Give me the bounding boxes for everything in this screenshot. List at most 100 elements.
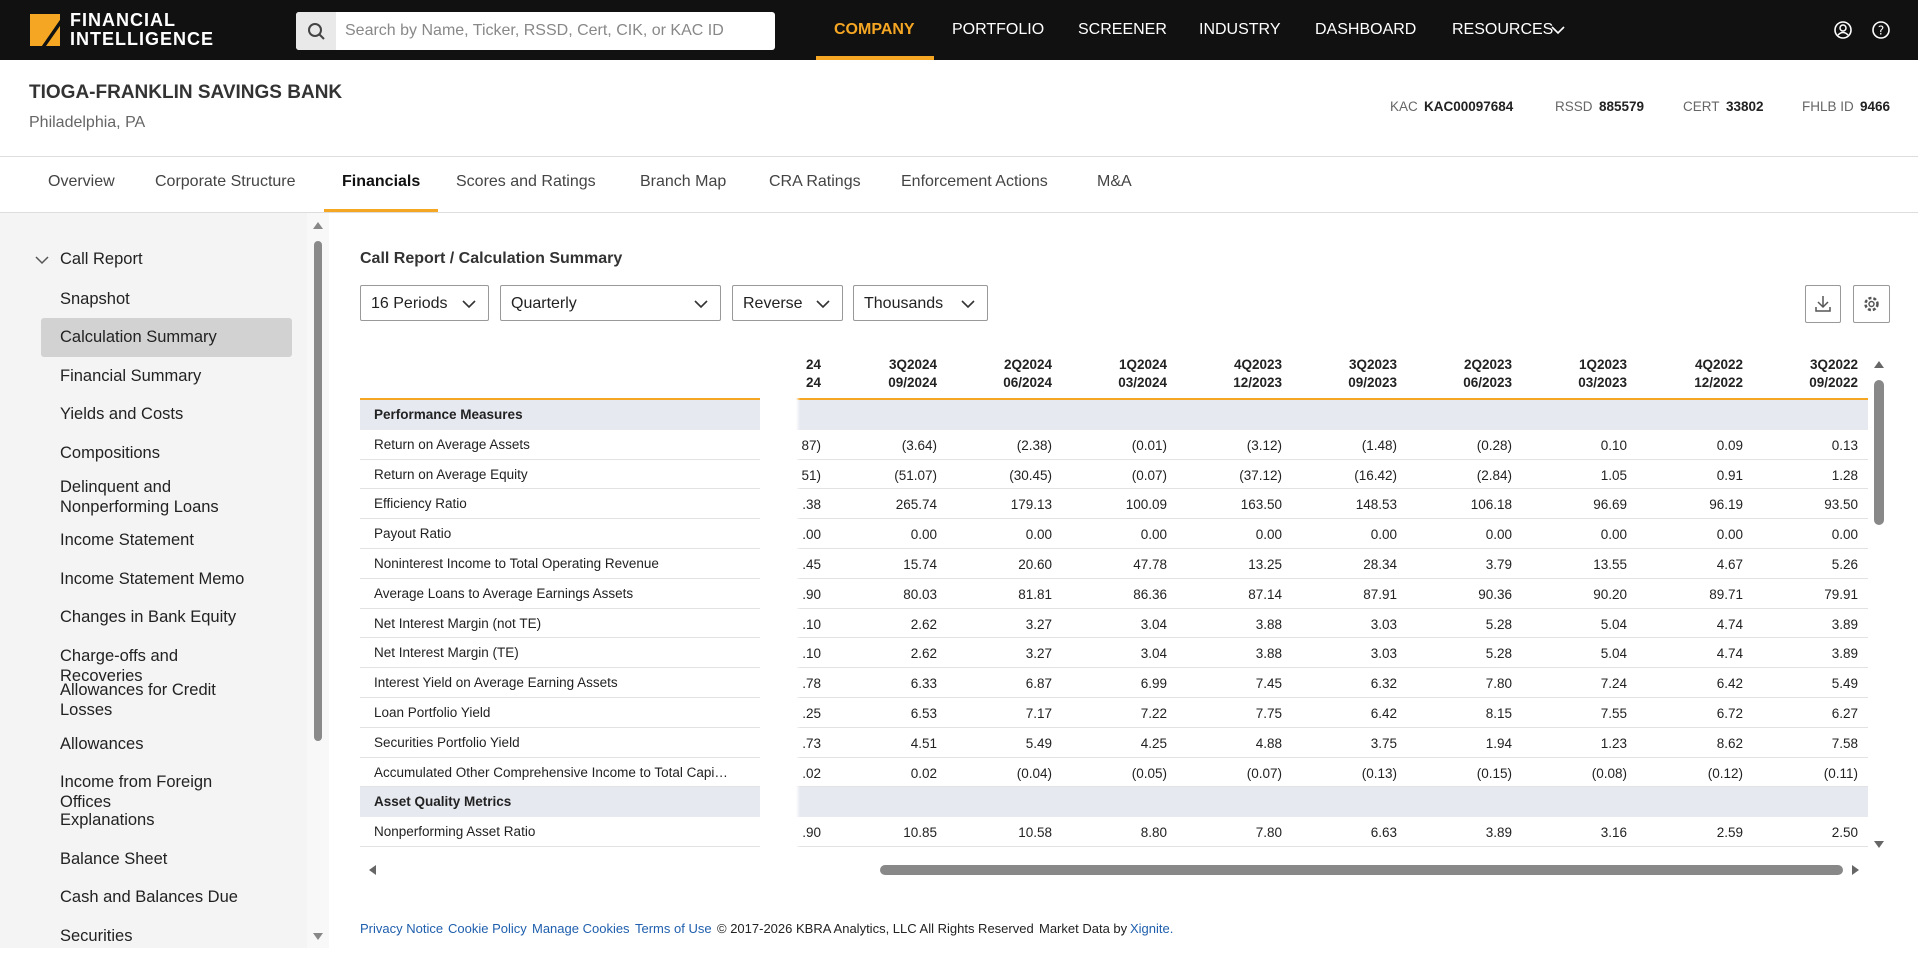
cell: .78 [802,676,821,692]
section-row [360,400,1868,430]
footer-link[interactable]: Manage Cookies [532,921,630,936]
nav-item[interactable]: SCREENER [1078,21,1167,38]
section-title: Asset Quality Metrics [374,794,512,810]
column-date: 09/2022 [1809,375,1858,390]
cell: 163.50 [1240,497,1282,513]
row-label: Average Loans to Average Earnings Assets [374,585,634,601]
cell: (0.15) [1476,765,1512,781]
dropdown[interactable]: Quarterly [500,285,721,321]
search-icon-box [296,12,336,50]
tab[interactable]: Financials [342,173,421,190]
tab[interactable]: Scores and Ratings [456,173,596,190]
footer-link[interactable]: Terms of Use [635,921,712,936]
sidebar-item[interactable]: Financial Summary [60,367,202,385]
cell: 0.10 [1600,437,1627,453]
cell: 0.00 [1485,527,1512,543]
cell: 4.74 [1716,616,1743,632]
sidebar-item[interactable]: Charge-offs and Recoveries [60,647,179,685]
cell: 1.94 [1485,735,1512,751]
dropdown[interactable]: Thousands [853,285,988,321]
sidebar-group[interactable]: Call Report [60,250,143,268]
logo-mark [30,14,60,46]
sidebar-item[interactable]: Cash and Balances Due [60,888,238,906]
sidebar-item[interactable]: Snapshot [60,290,130,308]
sidebar-item[interactable]: Income Statement Memo [60,570,245,588]
column-period: 24 [805,357,821,372]
settings-button[interactable] [1853,285,1890,323]
dropdown[interactable]: Reverse [732,285,843,321]
nav-item[interactable]: INDUSTRY [1199,21,1281,38]
sidebar-item[interactable]: Yields and Costs [60,405,184,423]
search-box[interactable]: Search by Name, Ticker, RSSD, Cert, CIK,… [296,12,775,50]
cell: 4.51 [910,735,937,751]
id-value: KAC00097684 [1424,99,1514,114]
sidebar-item[interactable]: Income Statement [60,531,194,549]
search-icon [308,23,325,40]
dropdown[interactable]: 16 Periods [360,285,489,321]
sidebar-item[interactable]: Delinquent and Nonperforming Loans [60,478,219,516]
sidebar-item[interactable]: Balance Sheet [60,850,168,868]
cell: 100.09 [1125,497,1167,513]
sidebar-item[interactable]: Allowances [60,735,144,753]
tab[interactable]: Branch Map [640,173,727,190]
nav-item[interactable]: COMPANY [834,21,915,38]
cell: 148.53 [1355,497,1397,513]
cell: (0.05) [1131,765,1167,781]
column-mask [760,352,800,862]
sidebar-item[interactable]: Explanations [60,811,155,829]
tab[interactable]: Overview [48,173,115,190]
cell: 2.62 [910,616,937,632]
logo-text: FINANCIAL INTELLIGENCE [70,11,214,49]
cell: 96.19 [1709,497,1743,513]
cell: 5.49 [1831,676,1858,692]
sidebar-item[interactable]: Changes in Bank Equity [60,608,237,626]
cell: (0.11) [1823,765,1858,781]
provider-link[interactable]: Xignite. [1130,921,1174,936]
row-line [360,756,1868,758]
cell: 0.91 [1716,467,1743,483]
nav-item[interactable]: DASHBOARD [1315,21,1417,38]
collapse-icon[interactable] [34,253,50,267]
tab[interactable]: CRA Ratings [769,173,861,190]
cell: 7.75 [1255,706,1282,721]
nav-item[interactable]: PORTFOLIO [952,21,1045,38]
cell: 0.00 [1140,527,1167,543]
cell: 6.27 [1831,706,1858,721]
download-icon [1815,296,1831,312]
svg-text:?: ? [1878,24,1884,38]
sidebar-item[interactable]: Compositions [60,444,160,462]
cell: 7.24 [1600,676,1627,692]
column-period: 1Q2023 [1578,357,1627,372]
column-date: 24 [805,375,821,390]
tab-bar [0,156,1918,213]
top-bar: FINANCIAL INTELLIGENCE Search by Name, T… [0,0,1918,60]
cell: .73 [802,735,821,751]
row-line [360,577,1868,579]
footer-link[interactable]: Privacy Notice [360,921,444,936]
cell: 0.00 [1600,527,1627,543]
footer-link[interactable]: Cookie Policy [448,921,527,936]
column-period: 1Q2024 [1118,357,1167,372]
cell: 7.22 [1140,706,1167,721]
cell: 3.89 [1831,646,1858,662]
sidebar-item[interactable]: Securities [60,927,133,945]
cell: 79.91 [1824,586,1858,602]
cell: 8.15 [1485,706,1512,721]
company-header: TIOGA-FRANKLIN SAVINGS BANK Philadelphia… [0,60,1918,157]
cell: 3.88 [1255,616,1282,632]
tab[interactable]: Corporate Structure [155,173,296,190]
download-button[interactable] [1805,285,1841,323]
nav-item[interactable]: RESOURCES [1452,21,1554,38]
cell: 3.03 [1370,646,1397,662]
user-help-icons[interactable]: ? [1830,19,1902,41]
sidebar-item[interactable]: Allowances for Credit Losses [60,681,216,719]
cell: (2.84) [1476,467,1512,483]
tab[interactable]: M&A [1097,173,1132,190]
sidebar-item[interactable]: Calculation Summary [60,328,217,346]
cell: 3.75 [1370,735,1397,751]
tab[interactable]: Enforcement Actions [901,173,1048,190]
cell: 7.80 [1485,676,1512,692]
sidebar-item[interactable]: Income from Foreign Offices [60,773,213,811]
cell: 7.80 [1255,825,1282,841]
cell: (0.01) [1131,437,1167,453]
